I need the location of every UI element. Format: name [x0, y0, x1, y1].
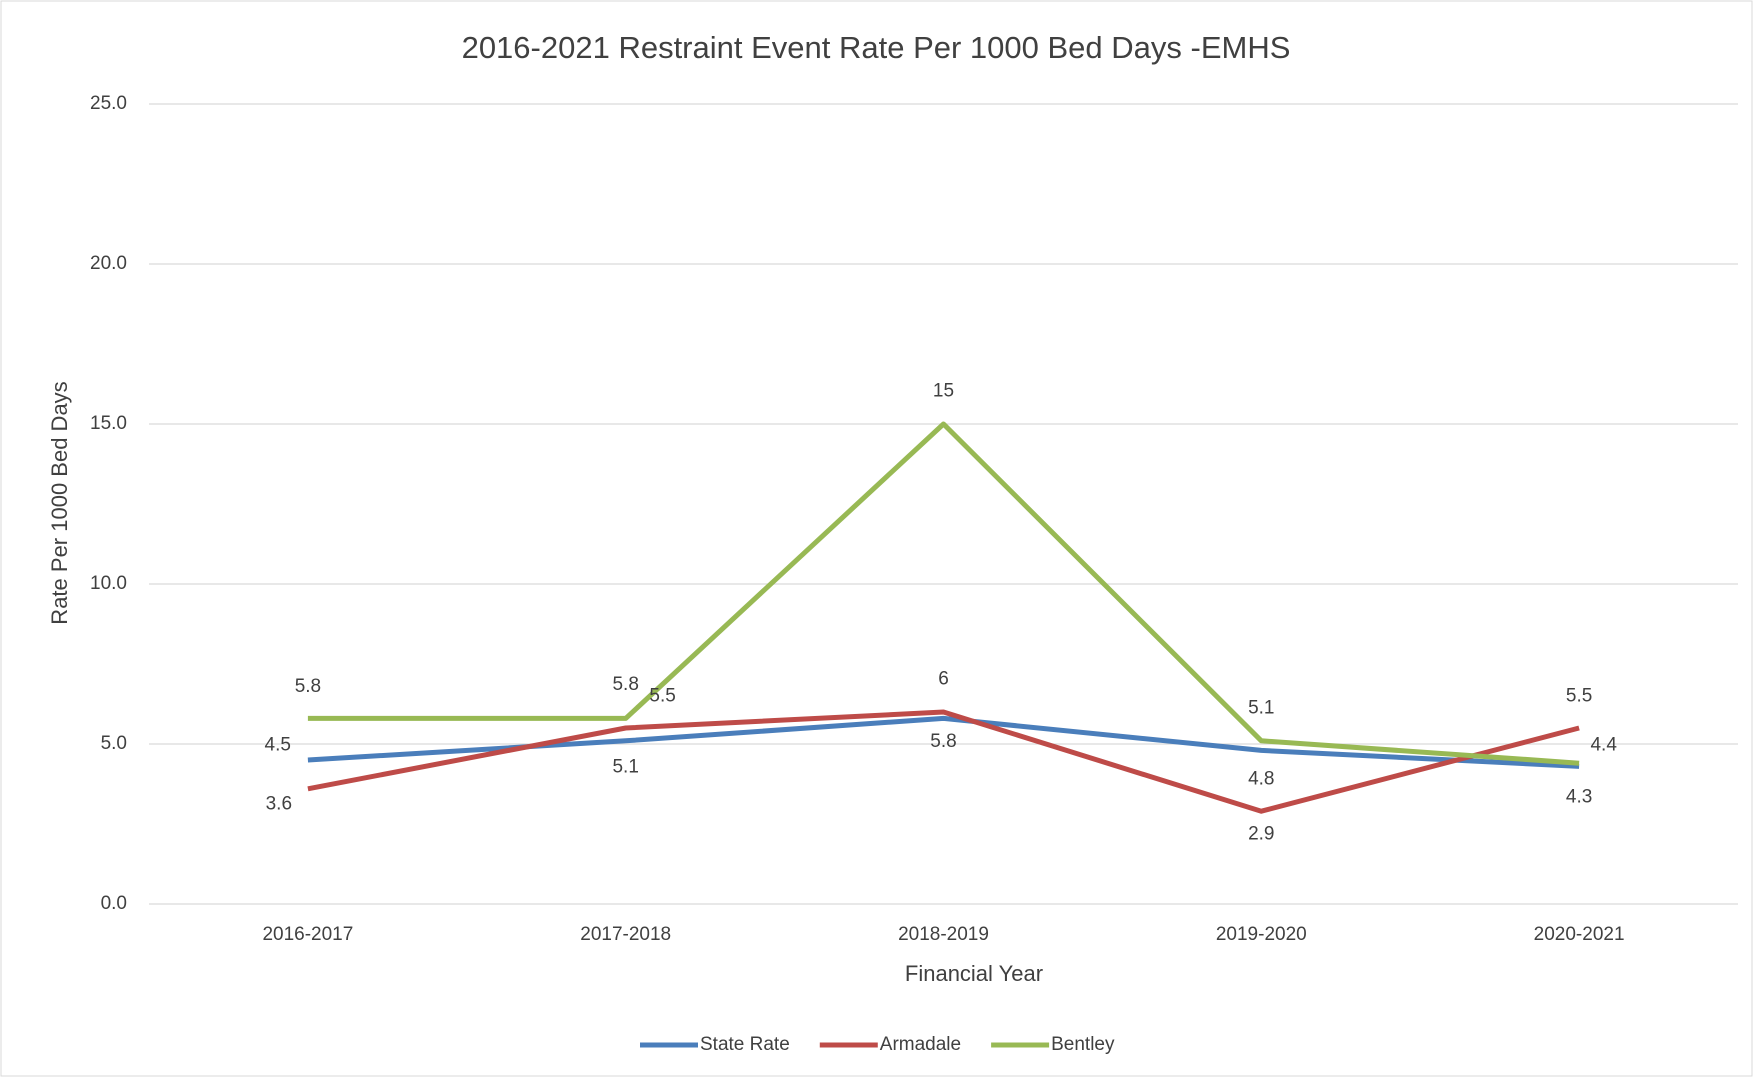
data-label: 5.8	[612, 674, 638, 695]
legend-label: Bentley	[1051, 1034, 1115, 1055]
data-label: 2.9	[1248, 824, 1274, 845]
series-line	[307, 709, 1580, 814]
legend-label: State Rate	[700, 1034, 790, 1055]
data-label: 5.8	[930, 731, 956, 752]
series-line	[307, 421, 1580, 766]
data-label: 5.5	[1566, 686, 1592, 707]
data-label: 6	[938, 669, 949, 690]
y-tick-label: 10.0	[90, 573, 127, 594]
y-tick-label: 25.0	[90, 93, 127, 114]
data-label: 5.8	[295, 676, 321, 697]
x-tick-label: 2018-2019	[898, 924, 989, 945]
data-label: 3.6	[266, 793, 292, 814]
x-tick-label: 2016-2017	[262, 924, 353, 945]
x-tick-label: 2020-2021	[1534, 924, 1625, 945]
legend-label: Armadale	[880, 1034, 961, 1055]
x-axis-title: Financial Year	[905, 961, 1043, 986]
chart-title: 2016-2021 Restraint Event Rate Per 1000 …	[462, 30, 1291, 65]
y-tick-label: 5.0	[101, 733, 127, 754]
data-label: 5.5	[649, 686, 675, 707]
data-label: 4.5	[265, 734, 291, 755]
y-axis-title: Rate Per 1000 Bed Days	[47, 381, 72, 624]
data-label: 5.1	[612, 757, 638, 778]
x-tick-label: 2019-2020	[1216, 924, 1307, 945]
data-label: 4.8	[1248, 768, 1274, 789]
data-label: 4.4	[1590, 734, 1617, 755]
data-label: 5.1	[1248, 697, 1274, 718]
y-tick-label: 15.0	[90, 413, 127, 434]
data-label: 15	[933, 381, 954, 402]
y-tick-label: 0.0	[101, 893, 127, 914]
x-tick-label: 2017-2018	[580, 924, 671, 945]
y-tick-label: 20.0	[90, 253, 127, 274]
data-label: 4.3	[1566, 787, 1592, 808]
